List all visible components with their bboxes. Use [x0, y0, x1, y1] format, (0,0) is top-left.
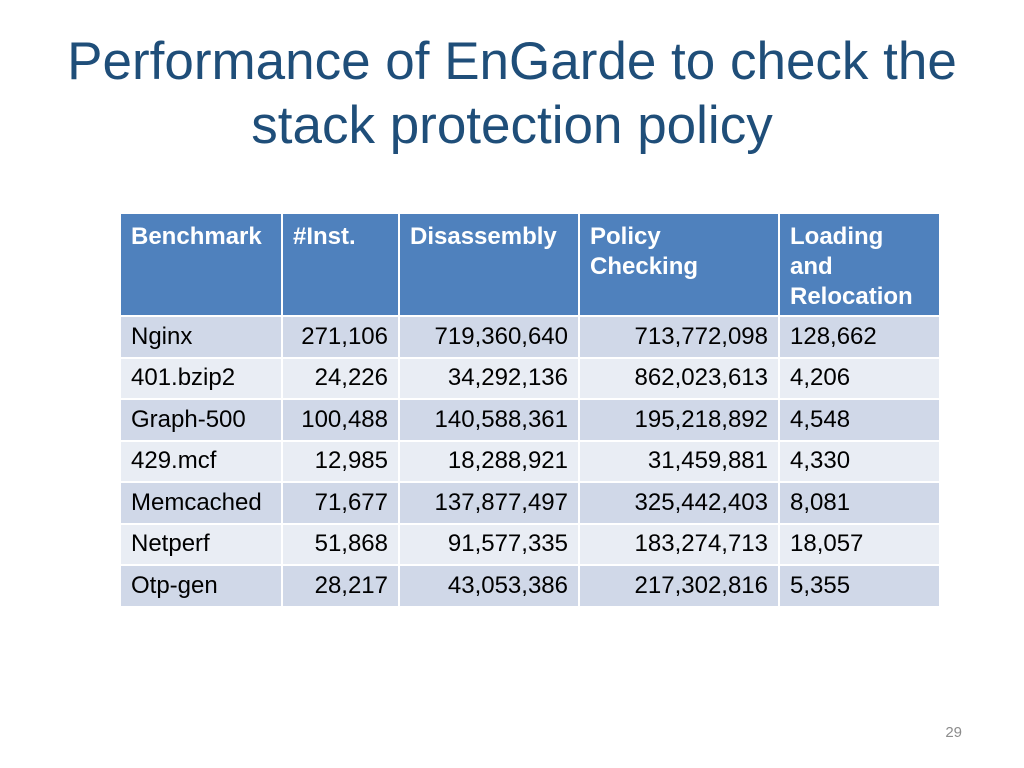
cell-loading-relocation: 8,081 — [778, 481, 941, 525]
cell-disassembly: 34,292,136 — [398, 356, 580, 400]
cell-loading-relocation: 4,206 — [778, 356, 941, 400]
cell-disassembly: 43,053,386 — [398, 564, 580, 608]
cell-disassembly: 18,288,921 — [398, 439, 580, 483]
cell-policy-checking: 325,442,403 — [578, 481, 780, 525]
cell-inst: 100,488 — [281, 398, 400, 442]
table-row: Netperf 51,868 91,577,335 183,274,713 18… — [119, 522, 941, 566]
cell-policy-checking: 195,218,892 — [578, 398, 780, 442]
cell-disassembly: 91,577,335 — [398, 522, 580, 566]
header-benchmark: Benchmark — [119, 212, 283, 317]
page-number: 29 — [945, 724, 962, 741]
cell-benchmark: Graph-500 — [119, 398, 283, 442]
cell-policy-checking: 862,023,613 — [578, 356, 780, 400]
cell-benchmark: Otp-gen — [119, 564, 283, 608]
header-policy-checking: Policy Checking — [578, 212, 780, 317]
cell-benchmark: Netperf — [119, 522, 283, 566]
table-row: Nginx 271,106 719,360,640 713,772,098 12… — [119, 315, 941, 359]
cell-inst: 28,217 — [281, 564, 400, 608]
table-row: Otp-gen 28,217 43,053,386 217,302,816 5,… — [119, 564, 941, 608]
header-loading-relocation: Loading and Relocation — [778, 212, 941, 317]
cell-benchmark: Nginx — [119, 315, 283, 359]
cell-benchmark: Memcached — [119, 481, 283, 525]
cell-policy-checking: 183,274,713 — [578, 522, 780, 566]
cell-inst: 24,226 — [281, 356, 400, 400]
cell-inst: 71,677 — [281, 481, 400, 525]
cell-loading-relocation: 18,057 — [778, 522, 941, 566]
cell-disassembly: 137,877,497 — [398, 481, 580, 525]
table-header-row: Benchmark #Inst. Disassembly Policy Chec… — [119, 212, 941, 317]
cell-disassembly: 719,360,640 — [398, 315, 580, 359]
table-row: 429.mcf 12,985 18,288,921 31,459,881 4,3… — [119, 439, 941, 483]
cell-loading-relocation: 128,662 — [778, 315, 941, 359]
cell-loading-relocation: 4,330 — [778, 439, 941, 483]
cell-policy-checking: 217,302,816 — [578, 564, 780, 608]
performance-table: Benchmark #Inst. Disassembly Policy Chec… — [119, 212, 941, 608]
table-row: Graph-500 100,488 140,588,361 195,218,89… — [119, 398, 941, 442]
header-disassembly: Disassembly — [398, 212, 580, 317]
cell-policy-checking: 713,772,098 — [578, 315, 780, 359]
slide-title: Performance of EnGarde to check the stac… — [67, 32, 957, 155]
cell-loading-relocation: 5,355 — [778, 564, 941, 608]
cell-disassembly: 140,588,361 — [398, 398, 580, 442]
cell-inst: 51,868 — [281, 522, 400, 566]
cell-benchmark: 429.mcf — [119, 439, 283, 483]
cell-loading-relocation: 4,548 — [778, 398, 941, 442]
header-inst: #Inst. — [281, 212, 400, 317]
table-row: 401.bzip2 24,226 34,292,136 862,023,613 … — [119, 356, 941, 400]
table-row: Memcached 71,677 137,877,497 325,442,403… — [119, 481, 941, 525]
cell-policy-checking: 31,459,881 — [578, 439, 780, 483]
cell-benchmark: 401.bzip2 — [119, 356, 283, 400]
cell-inst: 12,985 — [281, 439, 400, 483]
cell-inst: 271,106 — [281, 315, 400, 359]
